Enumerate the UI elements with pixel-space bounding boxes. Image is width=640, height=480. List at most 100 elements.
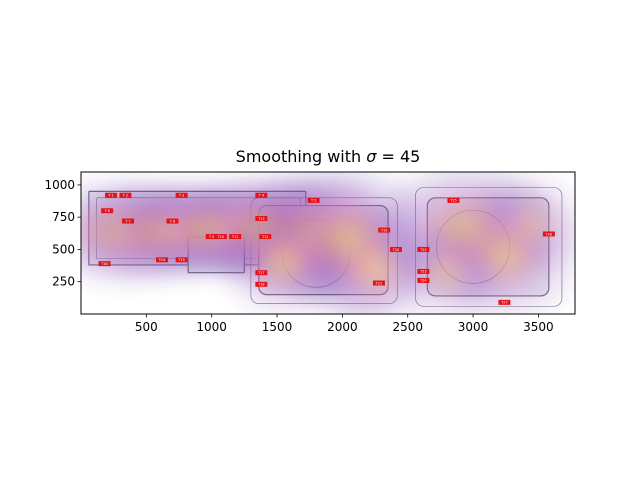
marker-box <box>259 234 272 240</box>
marker-label: T 3 <box>178 194 184 198</box>
marker-box <box>205 234 218 240</box>
marker-label: T19 <box>380 228 387 232</box>
x-tick-label: 1500 <box>262 320 293 334</box>
marker: T24 <box>417 277 430 283</box>
marker-box <box>255 270 268 276</box>
marker: T 9 <box>205 234 218 240</box>
marker: T23 <box>417 268 430 274</box>
marker-box <box>417 268 430 274</box>
marker-box <box>166 218 179 224</box>
marker-label: T18 <box>257 283 264 287</box>
marker: T14 <box>156 257 169 263</box>
marker: T15 <box>175 257 188 263</box>
marker: T19 <box>378 227 391 233</box>
heatmap-blob <box>271 252 296 273</box>
marker-box <box>119 192 132 198</box>
marker-label: T26 <box>545 232 552 236</box>
marker-box <box>389 246 402 252</box>
marker-label: T27 <box>500 301 507 305</box>
marker-label: T25 <box>449 199 456 203</box>
marker-box <box>372 280 385 286</box>
marker: T 8 <box>166 218 179 224</box>
marker: T 2 <box>119 192 132 198</box>
marker-box <box>378 227 391 233</box>
heatmap-blob <box>521 214 542 233</box>
marker-layer: T 1 T 2 T 3 T 4 T 5 T 6 T 7 T 8 T 9 T10 T11 T12 T13 T… <box>98 192 555 305</box>
marker-label: T21 <box>375 281 382 285</box>
heatmap-blob <box>363 257 387 280</box>
marker-box <box>542 231 555 237</box>
marker: T 6 <box>101 208 114 214</box>
marker-box <box>175 192 188 198</box>
x-tick-label: 2000 <box>327 320 358 334</box>
marker-label: T 2 <box>122 194 128 198</box>
marker-box <box>417 246 430 252</box>
x-tick-label: 1000 <box>196 320 227 334</box>
marker: T12 <box>259 234 272 240</box>
marker: T16 <box>98 261 111 267</box>
marker-label: T11 <box>231 235 238 239</box>
marker-box <box>122 218 135 224</box>
marker-label: T 5 <box>310 199 316 203</box>
x-axis-ticks: 500 1000 1500 2000 2500 3000 3500 <box>135 314 554 334</box>
marker-box <box>175 257 188 263</box>
marker-box <box>229 234 242 240</box>
x-tick-label: 3500 <box>523 320 554 334</box>
marker-box <box>98 261 111 267</box>
marker: T21 <box>372 280 385 286</box>
x-tick-label: 3000 <box>458 320 489 334</box>
marker: T10 <box>214 234 227 240</box>
marker-box <box>214 234 227 240</box>
marker: T 1 <box>105 192 118 198</box>
marker-label: T12 <box>261 235 268 239</box>
x-tick-label: 2500 <box>392 320 423 334</box>
marker-label: T22 <box>419 248 426 252</box>
marker-label: T17 <box>257 271 264 275</box>
marker-label: T 6 <box>103 209 109 213</box>
marker: T13 <box>255 215 268 221</box>
plot-area: T 1 T 2 T 3 T 4 T 5 T 6 T 7 T 8 T 9 T10 T11 T12 T13 T… <box>81 172 575 314</box>
marker-box <box>417 277 430 283</box>
marker: T 7 <box>122 218 135 224</box>
marker-label: T13 <box>257 217 264 221</box>
y-tick-label: 1000 <box>44 178 75 192</box>
y-tick-label: 250 <box>52 275 75 289</box>
marker: T 4 <box>255 192 268 198</box>
marker-label: T24 <box>419 279 426 283</box>
marker-label: T16 <box>100 262 107 266</box>
chart-title: Smoothing with σ = 45 <box>236 147 421 166</box>
marker: T27 <box>498 299 511 305</box>
marker: T11 <box>229 234 242 240</box>
marker-box <box>255 281 268 287</box>
y-tick-label: 750 <box>52 210 75 224</box>
marker-box <box>156 257 169 263</box>
marker: T17 <box>255 270 268 276</box>
marker-label: T 9 <box>208 235 214 239</box>
marker-box <box>105 192 118 198</box>
marker: T22 <box>417 246 430 252</box>
marker: T26 <box>542 231 555 237</box>
axes-frame <box>80 171 576 315</box>
marker-label: T14 <box>158 258 165 262</box>
marker-box <box>255 192 268 198</box>
marker-box <box>498 299 511 305</box>
marker-label: T20 <box>392 248 399 252</box>
marker-label: T 4 <box>258 194 264 198</box>
marker: T18 <box>255 281 268 287</box>
marker-label: T10 <box>217 235 224 239</box>
heatmap-layer <box>81 172 575 314</box>
marker-label: T 1 <box>107 194 113 198</box>
heatmap-blob <box>436 263 457 282</box>
marker: T 3 <box>175 192 188 198</box>
marker-label: T23 <box>419 270 426 274</box>
marker-label: T15 <box>177 258 184 262</box>
y-axis-ticks: 250 500 750 1000 <box>44 178 81 289</box>
marker: T 5 <box>307 197 320 203</box>
marker-box <box>101 208 114 214</box>
marker-label: T 7 <box>124 219 130 223</box>
x-tick-label: 500 <box>135 320 158 334</box>
marker-label: T 8 <box>169 219 175 223</box>
marker-box <box>255 215 268 221</box>
marker: T20 <box>389 246 402 252</box>
